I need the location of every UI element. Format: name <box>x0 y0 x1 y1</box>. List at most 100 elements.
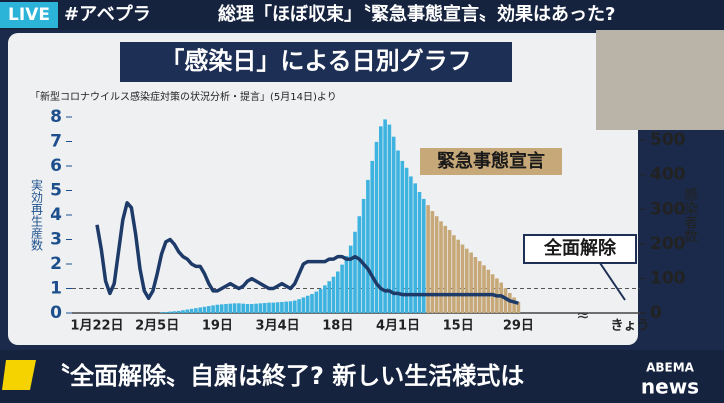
bar <box>224 304 228 313</box>
bar <box>422 198 426 313</box>
bar <box>284 301 288 313</box>
y-tick-label: 1 <box>50 279 62 299</box>
annotation: 全面解除 <box>543 237 617 259</box>
bar <box>417 192 422 313</box>
video-feed <box>596 30 724 130</box>
bar <box>211 305 215 313</box>
bar <box>344 255 349 313</box>
bar <box>404 167 409 313</box>
x-tick-label: 4月1日 <box>376 319 420 334</box>
bar <box>426 205 430 313</box>
x-tick-label: 29日 <box>503 319 534 334</box>
bar <box>297 299 301 313</box>
bar <box>301 297 306 313</box>
bar <box>512 297 516 313</box>
bar <box>232 303 237 313</box>
bar <box>353 231 357 313</box>
caption: 〝全面解除〟自粛は終了? 新しい生活様式は <box>46 362 524 390</box>
bar <box>185 309 190 313</box>
bar <box>400 160 405 313</box>
hashtag: #アベプラ <box>64 3 151 25</box>
bar <box>189 308 194 313</box>
bar <box>456 239 460 313</box>
bar <box>245 304 250 313</box>
bar <box>207 306 211 313</box>
bar <box>241 303 245 313</box>
bar <box>409 176 413 313</box>
bar <box>357 216 362 313</box>
title-box <box>120 42 512 82</box>
bar <box>323 285 327 313</box>
y2-axis-label: 感染者数 <box>682 186 698 243</box>
y-tick-label: 8 <box>50 107 62 127</box>
bar <box>215 304 220 313</box>
annotation-box <box>523 234 637 264</box>
annotation-box <box>420 148 562 175</box>
bar <box>486 269 491 313</box>
caption-icon <box>2 360 36 390</box>
bar <box>348 245 353 313</box>
bar <box>473 257 478 313</box>
live-badge <box>0 2 58 28</box>
logo: news <box>641 375 699 399</box>
y2-tick-label: 300 <box>650 199 686 219</box>
bar <box>469 252 473 313</box>
x-tick-label: 19日 <box>202 319 233 334</box>
bar <box>194 308 198 313</box>
bar <box>198 307 202 313</box>
x-tick-label: 1月22日 <box>70 319 123 334</box>
bar <box>443 225 448 313</box>
y2-tick-label: 400 <box>650 165 686 185</box>
x-tick-label: 2月5日 <box>135 319 179 334</box>
bar <box>379 126 383 313</box>
bar <box>482 265 486 313</box>
bar <box>460 244 465 313</box>
annotation-arrow <box>599 262 626 301</box>
bar <box>288 301 293 313</box>
y-tick-label: 5 <box>50 181 62 201</box>
x-tick-label: 15日 <box>443 319 474 334</box>
bar <box>181 310 185 313</box>
y-axis-label: 実効再生産数 <box>30 178 44 252</box>
bar <box>434 216 439 313</box>
bar <box>430 211 435 313</box>
bar <box>314 291 319 313</box>
bar <box>305 295 310 313</box>
bar <box>219 304 224 313</box>
bar <box>293 300 297 313</box>
bar <box>370 160 374 313</box>
bar <box>267 302 271 313</box>
bar <box>396 150 400 313</box>
top-bar <box>0 0 724 30</box>
bar <box>262 302 267 313</box>
bar <box>477 261 482 313</box>
bar <box>310 293 314 313</box>
line <box>95 201 519 305</box>
bar <box>361 198 366 313</box>
bar <box>280 301 284 313</box>
bar <box>331 276 336 313</box>
bar <box>383 119 387 313</box>
bar <box>159 312 164 313</box>
bar <box>508 292 512 313</box>
y2-tick-label: 500 <box>650 130 686 150</box>
bar <box>374 141 379 313</box>
bar <box>202 306 207 313</box>
bar <box>258 303 263 313</box>
bar <box>176 310 181 313</box>
bar <box>465 248 469 313</box>
bar <box>250 304 254 313</box>
bar <box>413 183 417 313</box>
bar <box>391 136 396 313</box>
axis-break: ≈ <box>576 306 589 325</box>
bar <box>168 311 172 313</box>
bar <box>452 235 456 313</box>
bar <box>447 230 452 313</box>
bar <box>387 124 392 313</box>
live: LIVE <box>8 5 50 25</box>
bar <box>271 302 276 313</box>
bar <box>439 221 443 313</box>
bar <box>336 271 340 313</box>
x-tick-label: きょう <box>610 319 649 334</box>
